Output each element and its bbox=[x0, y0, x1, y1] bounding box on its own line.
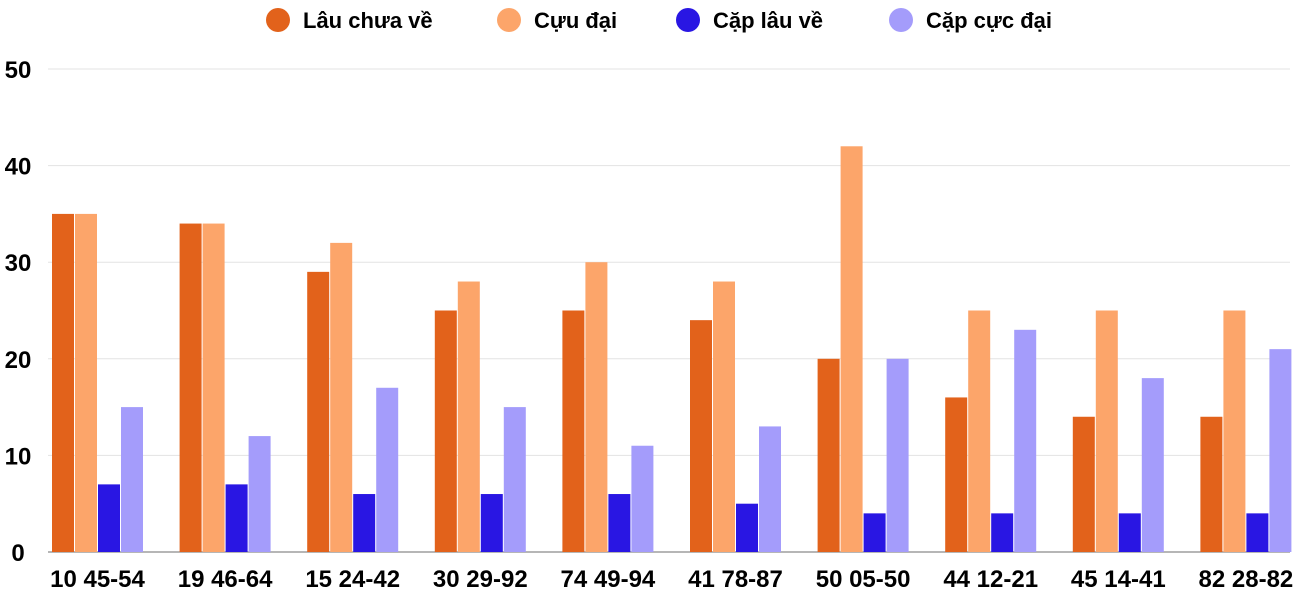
x-category-label: 50 05-50 bbox=[816, 566, 911, 593]
bar-4-4 bbox=[503, 407, 526, 552]
x-category-label: 45 14-41 bbox=[1071, 566, 1166, 593]
y-tick-label: 10 bbox=[5, 443, 32, 470]
bar-2-4 bbox=[457, 281, 480, 552]
x-category-label: 10 45-54 bbox=[50, 566, 145, 593]
y-tick-label: 0 bbox=[11, 540, 24, 567]
bar-2-8 bbox=[968, 310, 991, 552]
bar-4-10 bbox=[1269, 349, 1292, 552]
y-tick-label: 30 bbox=[5, 250, 32, 277]
x-category-label: 82 28-82 bbox=[1199, 566, 1294, 593]
bar-2-1 bbox=[75, 213, 97, 552]
legend-label-3: Cặp lâu về bbox=[713, 8, 823, 33]
bar-2-10 bbox=[1223, 310, 1246, 552]
bar-3-3 bbox=[353, 494, 376, 552]
x-category-label: 19 46-64 bbox=[178, 566, 273, 593]
y-tick-label: 40 bbox=[5, 154, 32, 181]
bar-3-9 bbox=[1118, 513, 1141, 552]
x-category-label: 41 78-87 bbox=[688, 566, 783, 593]
bar-2-6 bbox=[713, 281, 735, 552]
bar-1-2 bbox=[179, 223, 202, 552]
legend-swatch-1 bbox=[266, 8, 290, 32]
bar-4-7 bbox=[886, 358, 909, 552]
bar-1-8 bbox=[945, 397, 968, 552]
bar-1-9 bbox=[1072, 416, 1095, 552]
bar-2-9 bbox=[1095, 310, 1118, 552]
y-tick-label: 50 bbox=[5, 57, 32, 84]
bar-3-5 bbox=[608, 494, 631, 552]
legend-swatch-4 bbox=[889, 8, 913, 32]
x-category-label: 44 12-21 bbox=[943, 566, 1038, 593]
bar-4-9 bbox=[1141, 378, 1164, 552]
bars bbox=[52, 146, 1292, 552]
bar-2-7 bbox=[840, 146, 863, 552]
legend-swatch-2 bbox=[497, 8, 521, 32]
bar-3-2 bbox=[225, 484, 248, 552]
bar-2-5 bbox=[585, 262, 608, 552]
bar-3-10 bbox=[1246, 513, 1269, 552]
x-category-label: 30 29-92 bbox=[433, 566, 528, 593]
bar-1-1 bbox=[52, 213, 74, 552]
bar-3-4 bbox=[480, 494, 503, 552]
bar-4-8 bbox=[1014, 329, 1037, 552]
bar-4-6 bbox=[759, 426, 781, 552]
legend-swatch-3 bbox=[676, 8, 700, 32]
bar-4-5 bbox=[631, 445, 654, 552]
bar-1-7 bbox=[817, 358, 840, 552]
legend: Lâu chưa về Cựu đại Cặp lâu về Cặp cực đại bbox=[266, 8, 1052, 33]
x-category-label: 74 49-94 bbox=[561, 566, 656, 593]
bar-1-10 bbox=[1200, 416, 1223, 552]
bar-1-4 bbox=[434, 310, 457, 552]
bar-4-2 bbox=[248, 436, 271, 552]
bar-2-2 bbox=[202, 223, 225, 552]
bar-1-6 bbox=[690, 320, 712, 552]
bar-3-7 bbox=[863, 513, 886, 552]
x-axis-categories: 10 45-54 19 46-64 15 24-42 30 29-92 74 49-94… bbox=[50, 566, 1293, 593]
legend-label-1: Lâu chưa về bbox=[303, 8, 433, 33]
y-axis-ticks: 0 10 20 30 40 50 bbox=[5, 57, 32, 567]
bar-1-5 bbox=[562, 310, 585, 552]
bar-3-6 bbox=[736, 503, 758, 552]
bar-3-1 bbox=[98, 484, 120, 552]
y-tick-label: 20 bbox=[5, 347, 32, 374]
legend-label-4: Cặp cực đại bbox=[926, 8, 1052, 33]
bar-4-3 bbox=[376, 387, 399, 552]
bar-2-3 bbox=[330, 242, 353, 552]
bar-3-8 bbox=[991, 513, 1014, 552]
bar-1-3 bbox=[307, 271, 330, 552]
x-category-label: 15 24-42 bbox=[305, 566, 400, 593]
legend-label-2: Cựu đại bbox=[534, 8, 617, 33]
bar-4-1 bbox=[121, 407, 143, 552]
